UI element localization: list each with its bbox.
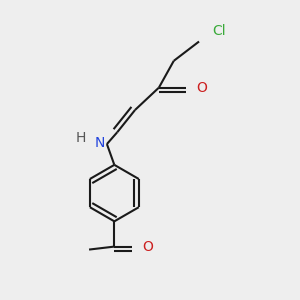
Text: Cl: Cl bbox=[212, 24, 226, 38]
Text: O: O bbox=[196, 81, 207, 94]
Text: O: O bbox=[142, 240, 153, 254]
Text: H: H bbox=[76, 131, 86, 145]
Text: N: N bbox=[95, 136, 105, 150]
